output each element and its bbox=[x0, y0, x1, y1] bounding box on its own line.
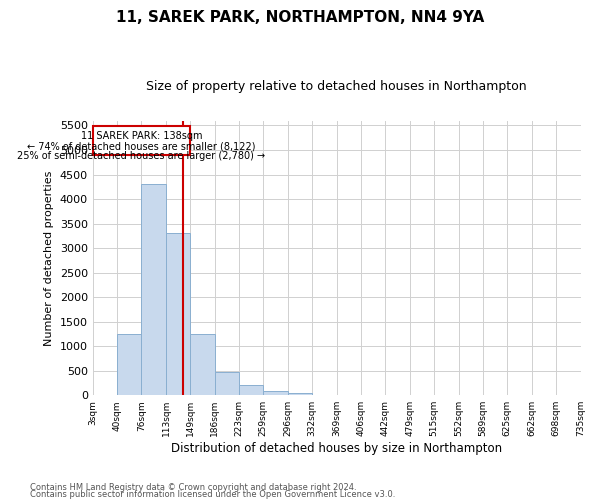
Text: ← 74% of detached houses are smaller (8,122): ← 74% of detached houses are smaller (8,… bbox=[27, 142, 256, 152]
Bar bbox=[166, 234, 190, 395]
Title: Size of property relative to detached houses in Northampton: Size of property relative to detached ho… bbox=[146, 80, 527, 93]
Bar bbox=[215, 372, 239, 395]
FancyBboxPatch shape bbox=[92, 126, 190, 155]
Text: 11, SAREK PARK, NORTHAMPTON, NN4 9YA: 11, SAREK PARK, NORTHAMPTON, NN4 9YA bbox=[116, 10, 484, 25]
Bar bbox=[288, 392, 312, 395]
Text: Contains public sector information licensed under the Open Government Licence v3: Contains public sector information licen… bbox=[30, 490, 395, 499]
Y-axis label: Number of detached properties: Number of detached properties bbox=[44, 170, 54, 346]
X-axis label: Distribution of detached houses by size in Northampton: Distribution of detached houses by size … bbox=[171, 442, 502, 455]
Bar bbox=[118, 334, 142, 395]
Bar bbox=[239, 386, 263, 395]
Text: 25% of semi-detached houses are larger (2,780) →: 25% of semi-detached houses are larger (… bbox=[17, 151, 265, 161]
Bar bbox=[263, 391, 288, 395]
Text: 11 SAREK PARK: 138sqm: 11 SAREK PARK: 138sqm bbox=[80, 132, 202, 141]
Text: Contains HM Land Registry data © Crown copyright and database right 2024.: Contains HM Land Registry data © Crown c… bbox=[30, 484, 356, 492]
Bar bbox=[190, 334, 215, 395]
Bar bbox=[142, 184, 166, 395]
